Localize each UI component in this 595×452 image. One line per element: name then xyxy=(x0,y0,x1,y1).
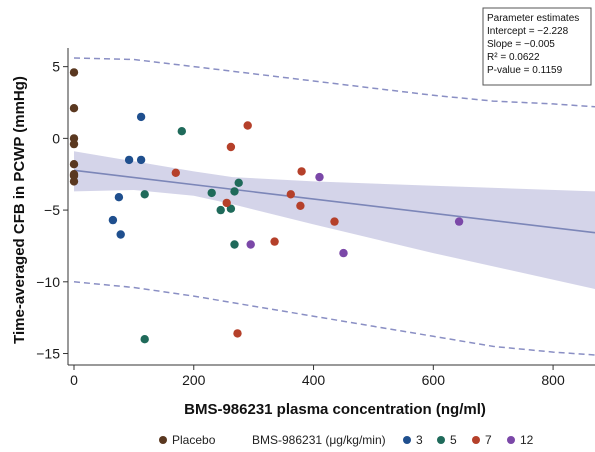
legend-label-placebo: Placebo xyxy=(172,433,216,447)
data-point-placebo xyxy=(69,170,79,179)
legend-label-dose-3: 3 xyxy=(416,433,423,447)
data-point-placebo xyxy=(69,160,79,169)
data-point-7 xyxy=(222,198,231,208)
data-point-placebo xyxy=(69,104,79,113)
regression-lines xyxy=(73,57,595,356)
x-tick-label: 200 xyxy=(182,372,206,388)
data-point-placebo xyxy=(69,177,79,186)
prediction-band-upper xyxy=(73,57,595,108)
stats-intercept: Intercept = −2.228 xyxy=(487,26,569,37)
data-point-7 xyxy=(243,121,252,130)
legend-label-dose-5: 5 xyxy=(450,433,457,447)
y-tick-label: −10 xyxy=(36,274,60,290)
data-point-5 xyxy=(177,127,186,136)
data-point-5 xyxy=(216,205,225,215)
data-point-placebo xyxy=(69,139,79,149)
legend-marker-dose-5 xyxy=(437,436,445,444)
y-tick-label: 5 xyxy=(52,59,60,75)
data-point-3 xyxy=(136,155,146,165)
data-point-7 xyxy=(270,237,279,246)
x-tick-label: 0 xyxy=(70,372,78,388)
data-point-3 xyxy=(136,112,146,122)
regression-line xyxy=(73,169,595,234)
data-point-7 xyxy=(226,142,236,152)
data-point-5 xyxy=(140,190,149,199)
data-point-7 xyxy=(233,329,242,338)
x-tick-label: 800 xyxy=(541,372,565,388)
legend-marker-dose-3 xyxy=(403,436,411,444)
data-point-5 xyxy=(140,335,149,344)
axes: 5 0 −5 −10 −15 0 200 400 600 800 xyxy=(36,48,595,388)
stats-title: Parameter estimates xyxy=(487,13,579,24)
data-point-5 xyxy=(226,204,236,213)
data-point-5 xyxy=(207,188,216,198)
stats-r2: R² = 0.0622 xyxy=(487,52,540,63)
data-point-3 xyxy=(114,193,124,202)
data-points xyxy=(69,68,464,344)
data-point-12 xyxy=(315,172,324,182)
data-point-12 xyxy=(339,248,348,258)
data-point-12 xyxy=(246,240,255,249)
x-axis-title: BMS-986231 plasma concentration (ng/ml) xyxy=(184,401,486,418)
data-point-5 xyxy=(230,240,239,249)
data-point-7 xyxy=(286,190,295,199)
parameter-estimates-box: Parameter estimates Intercept = −2.228 S… xyxy=(482,7,592,86)
x-tick-label: 600 xyxy=(422,372,446,388)
data-point-7 xyxy=(330,217,339,226)
legend: Placebo BMS-986231 (μg/kg/min) 3 5 7 12 xyxy=(159,433,534,447)
stats-slope: Slope = −0.005 xyxy=(487,39,555,50)
data-point-3 xyxy=(124,155,134,165)
data-point-placebo xyxy=(69,68,79,77)
legend-label-dose-12: 12 xyxy=(520,433,534,447)
x-tick-label: 400 xyxy=(302,372,326,388)
stats-p-value: P-value = 0.1159 xyxy=(487,65,563,76)
legend-marker-dose-7 xyxy=(472,436,480,444)
y-tick-label: −5 xyxy=(44,202,60,218)
data-point-7 xyxy=(296,201,305,210)
data-point-5 xyxy=(230,187,239,196)
prediction-band-lower xyxy=(73,281,595,356)
legend-label-drug: BMS-986231 (μg/kg/min) xyxy=(252,433,386,447)
y-tick-label: 0 xyxy=(52,130,60,146)
data-point-3 xyxy=(116,230,125,239)
legend-label-dose-7: 7 xyxy=(485,433,492,447)
data-point-12 xyxy=(454,217,464,226)
data-point-5 xyxy=(234,178,243,187)
data-point-7 xyxy=(297,167,306,176)
legend-marker-placebo xyxy=(159,436,167,444)
legend-marker-dose-12 xyxy=(507,436,515,444)
data-point-3 xyxy=(108,215,118,225)
y-axis-title: Time-averaged CFB in PCWP (mmHg) xyxy=(11,76,28,344)
data-point-7 xyxy=(171,168,180,177)
y-tick-label: −15 xyxy=(36,346,60,362)
